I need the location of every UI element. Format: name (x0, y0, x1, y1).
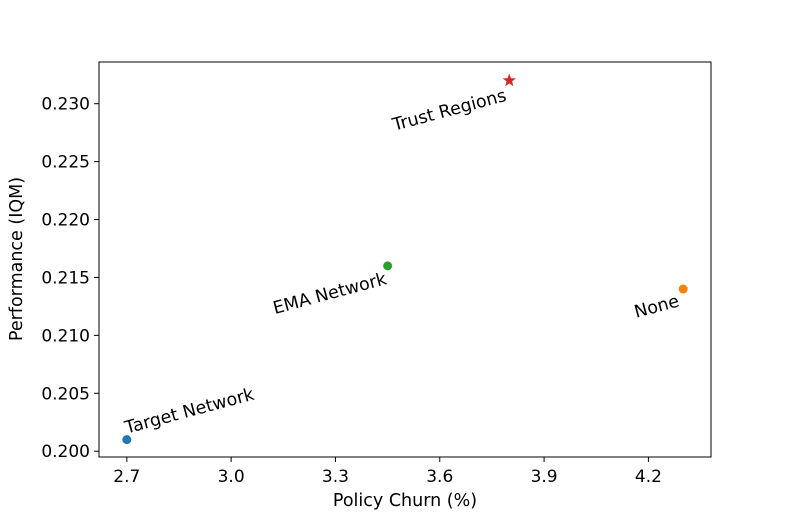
x-axis-label: Policy Churn (%) (333, 491, 477, 511)
data-points (122, 73, 688, 445)
point-ema-network (383, 261, 393, 271)
x-tick-label: 3.9 (531, 467, 558, 487)
plot-area-frame (98, 61, 712, 458)
y-tick-label: 0.210 (41, 326, 90, 346)
x-tick-label: 3.6 (426, 467, 453, 487)
y-tick-label: 0.205 (41, 384, 90, 404)
y-axis: 0.200 0.205 0.210 0.215 0.220 0.225 0.230 (41, 95, 99, 462)
y-tick-label: 0.200 (41, 442, 90, 462)
point-trust-regions (502, 73, 516, 87)
point-target-network (122, 435, 132, 445)
y-tick-label: 0.215 (41, 268, 90, 288)
point-none (678, 284, 688, 294)
x-tick-label: 2.7 (113, 467, 140, 487)
x-tick-label: 4.2 (635, 467, 662, 487)
x-tick-label: 3.3 (322, 467, 349, 487)
y-tick-label: 0.230 (41, 95, 90, 115)
y-tick-label: 0.220 (41, 211, 90, 231)
x-axis: 2.7 3.0 3.3 3.6 3.9 4.2 (113, 457, 662, 487)
y-axis-label: Performance (IQM) (7, 177, 27, 341)
x-tick-label: 3.0 (218, 467, 245, 487)
y-tick-label: 0.225 (41, 153, 90, 173)
